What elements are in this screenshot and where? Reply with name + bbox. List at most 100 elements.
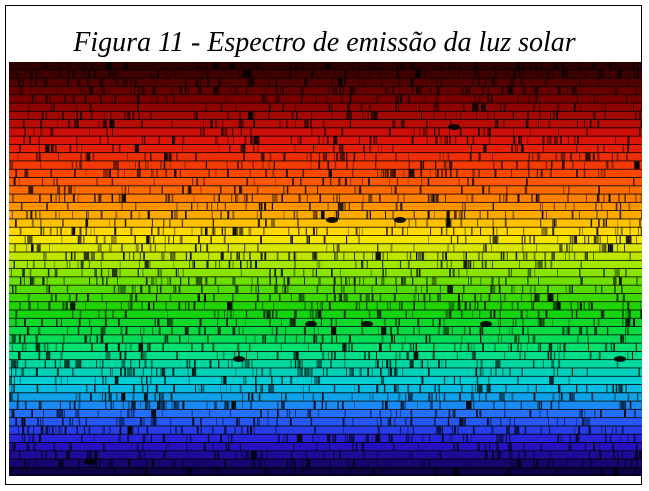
absorption-line: [118, 318, 120, 327]
absorption-line: [459, 128, 461, 136]
absorption-line: [611, 161, 614, 169]
absorption-line: [242, 327, 244, 335]
absorption-line: [359, 368, 362, 376]
absorption-line: [142, 269, 144, 277]
absorption-line: [629, 62, 631, 70]
absorption-line: [511, 78, 512, 87]
absorption-line: [19, 376, 21, 385]
absorption-line: [252, 144, 255, 153]
absorption-line: [360, 103, 363, 111]
absorption-line: [234, 86, 238, 95]
absorption-line: [245, 70, 247, 78]
absorption-line: [142, 434, 146, 443]
absorption-line: [50, 169, 53, 178]
absorption-line: [106, 343, 108, 351]
absorption-line: [317, 434, 319, 443]
absorption-line: [173, 285, 175, 294]
absorption-line: [202, 128, 205, 136]
absorption-line: [104, 318, 107, 327]
absorption-line: [579, 153, 581, 161]
absorption-line: [121, 194, 127, 202]
absorption-line: [105, 376, 107, 385]
absorption-line: [118, 343, 120, 351]
absorption-line: [619, 235, 621, 244]
absorption-line: [102, 120, 107, 128]
absorption-line: [118, 434, 120, 443]
absorption-line: [60, 376, 62, 385]
absorption-line: [175, 269, 178, 277]
absorption-line: [36, 244, 41, 252]
absorption-line: [410, 269, 412, 277]
absorption-line: [89, 128, 90, 136]
absorption-line: [315, 95, 317, 103]
absorption-line: [622, 318, 624, 327]
absorption-line: [296, 211, 298, 219]
absorption-line: [552, 393, 555, 401]
absorption-line: [466, 136, 469, 144]
absorption-line: [344, 70, 347, 78]
absorption-line: [429, 434, 430, 443]
absorption-line: [575, 434, 577, 443]
absorption-line: [213, 62, 218, 70]
absorption-line: [382, 62, 384, 70]
absorption-line: [131, 401, 136, 409]
absorption-line: [416, 86, 418, 95]
absorption-line: [550, 293, 552, 302]
absorption-line: [135, 293, 138, 302]
absorption-line: [295, 120, 296, 128]
absorption-line: [62, 302, 65, 310]
absorption-line: [122, 401, 125, 409]
absorption-line: [408, 451, 411, 459]
absorption-line: [462, 418, 464, 426]
absorption-line: [546, 409, 548, 418]
absorption-line: [144, 153, 146, 161]
absorption-line: [61, 235, 63, 244]
absorption-line: [534, 285, 536, 294]
absorption-line: [120, 368, 122, 376]
absorption-line: [301, 368, 303, 376]
absorption-line: [285, 393, 287, 401]
absorption-line: [192, 177, 194, 186]
absorption-line: [132, 368, 135, 376]
absorption-line: [587, 335, 589, 343]
absorption-line: [230, 384, 232, 393]
absorption-line: [343, 401, 344, 409]
absorption-line: [220, 434, 222, 443]
absorption-line: [385, 401, 388, 409]
absorption-line: [636, 277, 638, 285]
absorption-line: [167, 310, 168, 318]
absorption-line: [459, 393, 461, 401]
absorption-line: [120, 409, 122, 418]
absorption-line: [240, 62, 242, 70]
absorption-line: [561, 70, 564, 78]
absorption-line: [303, 269, 305, 277]
absorption-line: [298, 194, 300, 202]
absorption-line: [457, 467, 459, 476]
absorption-line: [22, 269, 24, 277]
absorption-line: [534, 293, 537, 302]
absorption-line: [464, 227, 466, 236]
absorption-line: [627, 78, 629, 87]
absorption-line: [332, 434, 336, 443]
absorption-line: [214, 451, 216, 459]
absorption-line: [448, 128, 450, 136]
absorption-line: [21, 434, 23, 443]
absorption-line: [186, 467, 193, 476]
absorption-line: [627, 318, 629, 327]
absorption-line: [373, 467, 375, 476]
absorption-line: [174, 285, 177, 294]
absorption-line: [633, 103, 634, 111]
absorption-line: [511, 327, 514, 335]
absorption-line: [279, 120, 281, 128]
absorption-line: [40, 426, 43, 434]
absorption-line: [186, 442, 188, 451]
absorption-line: [265, 86, 267, 95]
absorption-line: [58, 459, 64, 467]
absorption-line: [557, 235, 559, 244]
absorption-line: [228, 401, 230, 409]
absorption-line: [513, 128, 514, 136]
absorption-line: [362, 194, 364, 202]
absorption-line: [551, 252, 555, 260]
absorption-line: [578, 327, 582, 335]
absorption-line: [487, 86, 490, 95]
